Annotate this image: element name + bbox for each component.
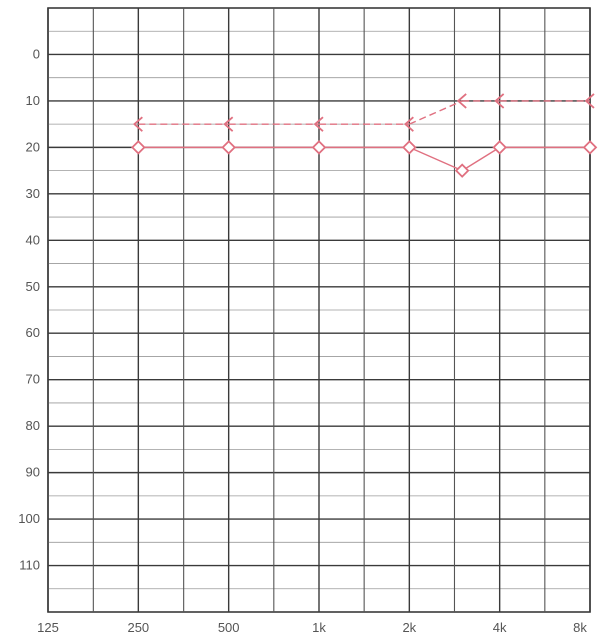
y-tick-label: 100 [18, 511, 40, 526]
diamond-marker [131, 140, 146, 155]
series-line-segment [461, 146, 501, 172]
y-tick-label: 70 [26, 372, 40, 387]
x-tick-label: 250 [127, 620, 149, 635]
diamond-marker [402, 140, 417, 155]
x-tick-label: 500 [218, 620, 240, 635]
bracket-marker [494, 93, 505, 109]
diamond-marker [311, 140, 327, 155]
y-tick-label: 10 [26, 93, 40, 108]
y-tick-label: 90 [26, 465, 40, 480]
x-tick-label: 4k [493, 620, 507, 635]
diamond-marker [221, 140, 236, 155]
x-tick-label: 125 [37, 620, 59, 635]
diamond-marker [454, 163, 470, 178]
x-tick-label: 2k [402, 620, 416, 635]
bracket-marker [223, 116, 234, 132]
y-tick-label: 30 [26, 186, 40, 201]
diamond-marker [582, 140, 598, 155]
bracket-marker [313, 116, 324, 132]
bracket-marker [403, 116, 414, 132]
series-line-segment [409, 146, 463, 172]
series-line-segment [409, 100, 463, 125]
bracket-marker [132, 116, 143, 132]
y-tick-label: 80 [26, 418, 40, 433]
y-tick-label: 110 [19, 558, 40, 573]
x-tick-label: 8k [573, 620, 587, 635]
y-tick-label: 50 [26, 279, 40, 294]
bracket-marker [456, 93, 467, 109]
x-tick-label: 1k [312, 620, 326, 635]
bracket-marker [584, 93, 595, 109]
y-tick-label: 0 [33, 46, 40, 61]
y-tick-label: 40 [26, 232, 40, 247]
y-tick-label: 20 [26, 139, 40, 154]
y-tick-label: 60 [26, 325, 40, 340]
diamond-marker [492, 140, 507, 155]
